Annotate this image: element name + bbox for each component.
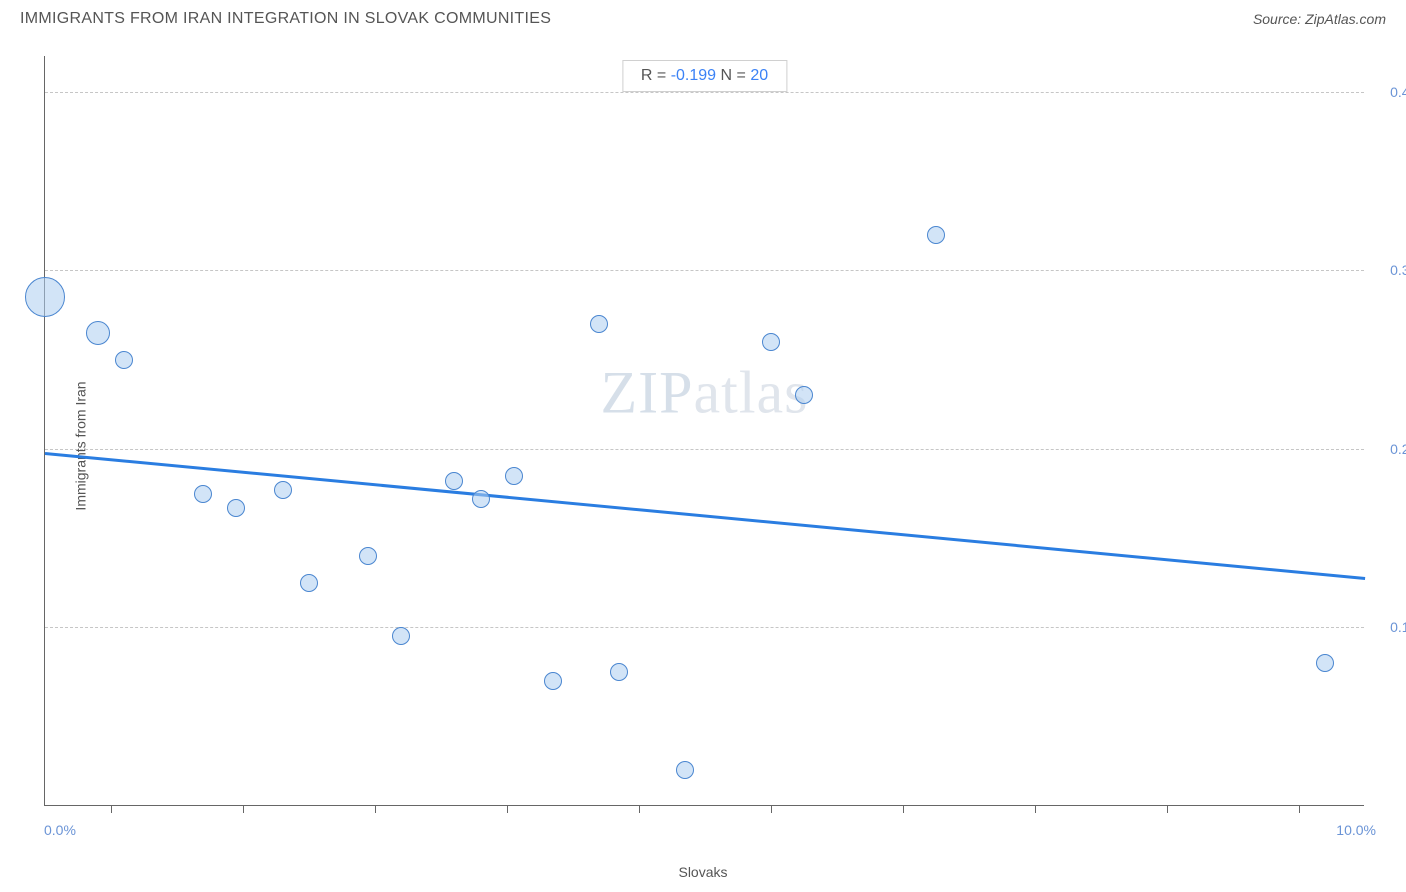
x-axis-label: Slovaks — [678, 864, 727, 880]
data-point — [544, 672, 562, 690]
data-point — [227, 499, 245, 517]
source-prefix: Source: — [1253, 11, 1305, 27]
data-point — [795, 386, 813, 404]
scatter-chart: R = -0.199 N = 20 ZIPatlas 0.1%0.2%0.3%0… — [44, 56, 1364, 806]
source-label: Source: ZipAtlas.com — [1253, 11, 1386, 27]
watermark-atlas: atlas — [694, 360, 809, 426]
data-point — [676, 761, 694, 779]
x-tick — [1299, 805, 1300, 813]
x-tick — [1167, 805, 1168, 813]
x-tick — [243, 805, 244, 813]
y-tick-label: 0.3% — [1390, 262, 1406, 278]
watermark-zip: ZIP — [601, 360, 694, 426]
data-point — [274, 481, 292, 499]
gridline — [45, 627, 1364, 628]
data-point — [445, 472, 463, 490]
stats-box: R = -0.199 N = 20 — [622, 60, 787, 92]
gridline — [45, 270, 1364, 271]
chart-title: IMMIGRANTS FROM IRAN INTEGRATION IN SLOV… — [20, 10, 551, 28]
data-point — [505, 467, 523, 485]
data-point — [762, 333, 780, 351]
n-value: 20 — [750, 67, 768, 84]
data-point — [392, 627, 410, 645]
data-point — [194, 485, 212, 503]
n-label: N = — [721, 67, 751, 84]
data-point — [472, 490, 490, 508]
x-tick — [903, 805, 904, 813]
data-point — [300, 574, 318, 592]
data-point — [86, 321, 110, 345]
data-point — [1316, 654, 1334, 672]
y-tick-label: 0.4% — [1390, 84, 1406, 100]
data-point — [359, 547, 377, 565]
y-tick-label: 0.2% — [1390, 441, 1406, 457]
data-point — [115, 351, 133, 369]
x-tick — [111, 805, 112, 813]
data-point — [590, 315, 608, 333]
x-tick — [1035, 805, 1036, 813]
r-label: R = — [641, 67, 671, 84]
data-point — [25, 277, 65, 317]
data-point — [610, 663, 628, 681]
x-tick — [771, 805, 772, 813]
x-tick — [639, 805, 640, 813]
x-min-label: 0.0% — [44, 822, 76, 838]
watermark: ZIPatlas — [601, 359, 809, 428]
trend-line — [45, 452, 1365, 580]
data-point — [927, 226, 945, 244]
x-max-label: 10.0% — [1336, 822, 1376, 838]
x-tick — [507, 805, 508, 813]
r-value: -0.199 — [671, 67, 716, 84]
y-tick-label: 0.1% — [1390, 619, 1406, 635]
source-name: ZipAtlas.com — [1305, 11, 1386, 27]
gridline — [45, 449, 1364, 450]
x-tick — [375, 805, 376, 813]
